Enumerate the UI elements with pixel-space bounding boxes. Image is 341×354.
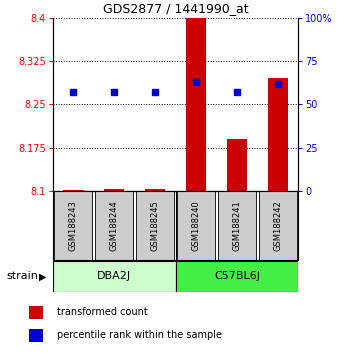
Text: DBA2J: DBA2J	[97, 272, 131, 281]
Text: GSM188244: GSM188244	[110, 200, 119, 251]
Text: GSM188243: GSM188243	[69, 200, 78, 251]
Text: C57BL6J: C57BL6J	[214, 272, 260, 281]
Bar	[95, 191, 133, 260]
Bar	[55, 191, 92, 260]
Bar	[259, 191, 297, 260]
Bar	[136, 191, 174, 260]
Bar	[29, 329, 43, 342]
Bar	[104, 189, 124, 191]
Text: GSM188240: GSM188240	[192, 200, 201, 251]
Title: GDS2877 / 1441990_at: GDS2877 / 1441990_at	[103, 2, 249, 15]
Bar	[218, 191, 256, 260]
Text: GSM188245: GSM188245	[151, 200, 160, 251]
Bar	[145, 189, 165, 191]
Bar	[227, 139, 247, 191]
Text: strain: strain	[7, 272, 39, 281]
Bar	[186, 18, 206, 191]
Text: transformed count: transformed count	[57, 307, 148, 317]
Bar	[63, 190, 84, 191]
Bar	[53, 261, 176, 292]
Text: ▶: ▶	[39, 272, 47, 281]
Text: GSM188242: GSM188242	[273, 200, 282, 251]
Bar	[29, 306, 43, 319]
Bar	[268, 78, 288, 191]
Bar	[176, 261, 298, 292]
Bar	[177, 191, 215, 260]
Text: percentile rank within the sample: percentile rank within the sample	[57, 330, 222, 340]
Text: GSM188241: GSM188241	[233, 200, 241, 251]
